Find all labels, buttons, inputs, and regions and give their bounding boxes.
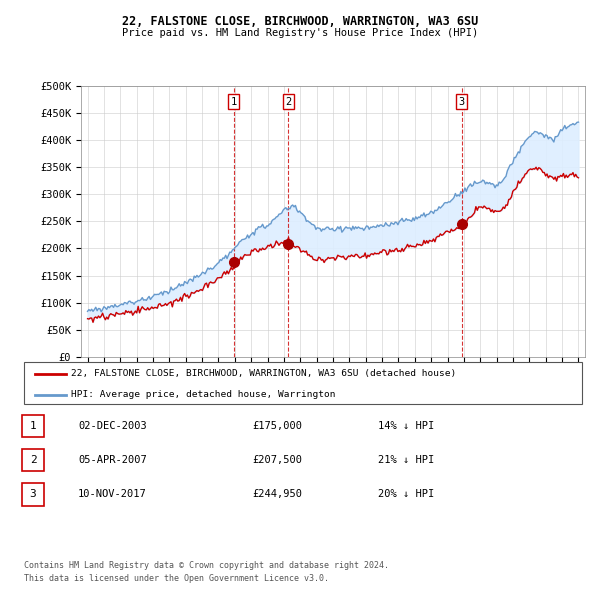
Text: HPI: Average price, detached house, Warrington: HPI: Average price, detached house, Warr… [71, 391, 336, 399]
Text: This data is licensed under the Open Government Licence v3.0.: This data is licensed under the Open Gov… [24, 574, 329, 583]
FancyBboxPatch shape [22, 483, 44, 506]
Text: 21% ↓ HPI: 21% ↓ HPI [378, 455, 434, 465]
Text: £175,000: £175,000 [252, 421, 302, 431]
Text: Contains HM Land Registry data © Crown copyright and database right 2024.: Contains HM Land Registry data © Crown c… [24, 561, 389, 570]
Text: 10-NOV-2017: 10-NOV-2017 [78, 490, 147, 499]
FancyBboxPatch shape [22, 449, 44, 471]
Text: 02-DEC-2003: 02-DEC-2003 [78, 421, 147, 431]
Text: 20% ↓ HPI: 20% ↓ HPI [378, 490, 434, 499]
Text: 3: 3 [458, 97, 465, 107]
Text: 22, FALSTONE CLOSE, BIRCHWOOD, WARRINGTON, WA3 6SU: 22, FALSTONE CLOSE, BIRCHWOOD, WARRINGTO… [122, 15, 478, 28]
FancyBboxPatch shape [22, 415, 44, 437]
Text: 2: 2 [285, 97, 292, 107]
Text: 3: 3 [29, 490, 37, 499]
Text: 05-APR-2007: 05-APR-2007 [78, 455, 147, 465]
Text: Price paid vs. HM Land Registry's House Price Index (HPI): Price paid vs. HM Land Registry's House … [122, 28, 478, 38]
Text: 1: 1 [230, 97, 236, 107]
FancyBboxPatch shape [24, 362, 582, 404]
Text: £207,500: £207,500 [252, 455, 302, 465]
Text: £244,950: £244,950 [252, 490, 302, 499]
Text: 14% ↓ HPI: 14% ↓ HPI [378, 421, 434, 431]
Text: 22, FALSTONE CLOSE, BIRCHWOOD, WARRINGTON, WA3 6SU (detached house): 22, FALSTONE CLOSE, BIRCHWOOD, WARRINGTO… [71, 369, 457, 378]
Text: 1: 1 [29, 421, 37, 431]
Text: 2: 2 [29, 455, 37, 465]
